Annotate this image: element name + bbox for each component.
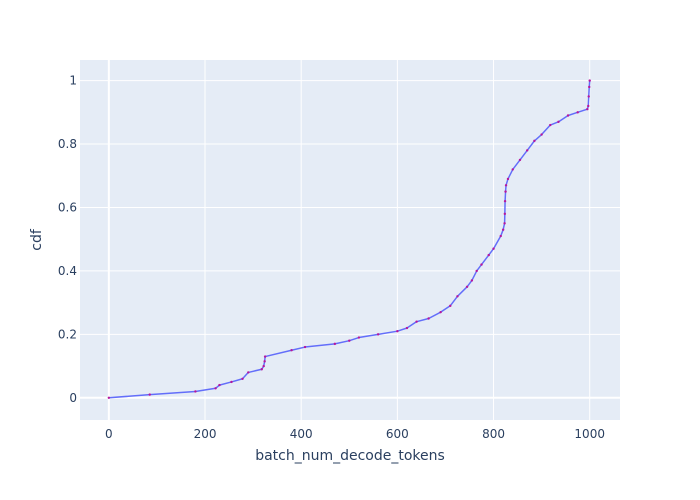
- data-point: [214, 387, 217, 390]
- y-axis-title: cdf: [29, 228, 45, 251]
- data-point: [587, 95, 590, 98]
- y-tick-label: 0.2: [58, 327, 77, 341]
- data-point: [263, 355, 267, 358]
- y-tick-labels: 0 0.2 0.4 0.6 0.8 1: [58, 74, 77, 405]
- data-point: [506, 177, 510, 181]
- data-point: [566, 114, 570, 117]
- data-point: [586, 107, 589, 111]
- data-point: [470, 279, 474, 282]
- data-point: [540, 133, 543, 136]
- data-point: [148, 393, 151, 396]
- x-tick-labels: 0 200 400 600 800 1000: [105, 427, 605, 441]
- data-point: [230, 380, 233, 384]
- y-tick-label: 0: [69, 391, 77, 405]
- data-point: [303, 345, 307, 349]
- data-point: [194, 390, 197, 393]
- data-point: [492, 247, 495, 250]
- data-point: [587, 104, 590, 108]
- data-point: [503, 222, 506, 225]
- data-point: [525, 149, 529, 152]
- x-tick-label: 600: [386, 427, 409, 441]
- data-point: [376, 333, 380, 336]
- data-point: [260, 368, 263, 371]
- data-point: [588, 85, 591, 89]
- data-point: [499, 234, 502, 238]
- x-tick-label: 400: [290, 427, 313, 441]
- x-tick-label: 1000: [574, 427, 605, 441]
- data-point: [503, 212, 507, 216]
- data-point: [480, 263, 483, 266]
- data-point: [263, 360, 266, 363]
- data-point: [475, 269, 478, 273]
- data-point: [456, 295, 459, 298]
- data-point: [427, 317, 430, 320]
- data-point: [503, 199, 507, 203]
- data-point: [107, 396, 111, 399]
- data-point: [549, 123, 552, 127]
- series-layer: [107, 79, 591, 399]
- x-tick-label: 200: [194, 427, 217, 441]
- data-point: [262, 364, 265, 368]
- data-point: [396, 329, 399, 333]
- grid-lines: [80, 60, 620, 420]
- x-tick-label: 800: [482, 427, 505, 441]
- data-point: [218, 383, 221, 387]
- data-point: [465, 285, 469, 288]
- y-tick-label: 0.6: [58, 200, 77, 214]
- y-tick-label: 1: [69, 74, 77, 88]
- data-point: [333, 342, 337, 346]
- data-point: [247, 371, 250, 374]
- data-point: [290, 349, 293, 352]
- data-point: [449, 304, 452, 308]
- data-point: [504, 184, 508, 187]
- data-point: [439, 310, 442, 314]
- data-point: [241, 377, 244, 380]
- data-point: [415, 320, 418, 323]
- data-point: [588, 79, 591, 82]
- plot-background: [80, 60, 620, 420]
- data-point: [576, 111, 579, 114]
- data-point: [504, 190, 507, 193]
- data-point: [487, 253, 490, 257]
- zero-lines: [80, 60, 620, 420]
- y-tick-label: 0.4: [58, 264, 77, 278]
- data-point: [518, 158, 522, 162]
- data-point: [533, 139, 536, 143]
- data-point: [511, 168, 514, 171]
- data-point: [557, 120, 560, 124]
- data-point: [348, 339, 351, 342]
- data-point: [405, 326, 409, 330]
- data-point: [501, 228, 505, 231]
- x-tick-label: 0: [105, 427, 113, 441]
- y-tick-label: 0.8: [58, 137, 77, 151]
- x-axis-title: batch_num_decode_tokens: [255, 448, 445, 464]
- data-point: [357, 336, 361, 339]
